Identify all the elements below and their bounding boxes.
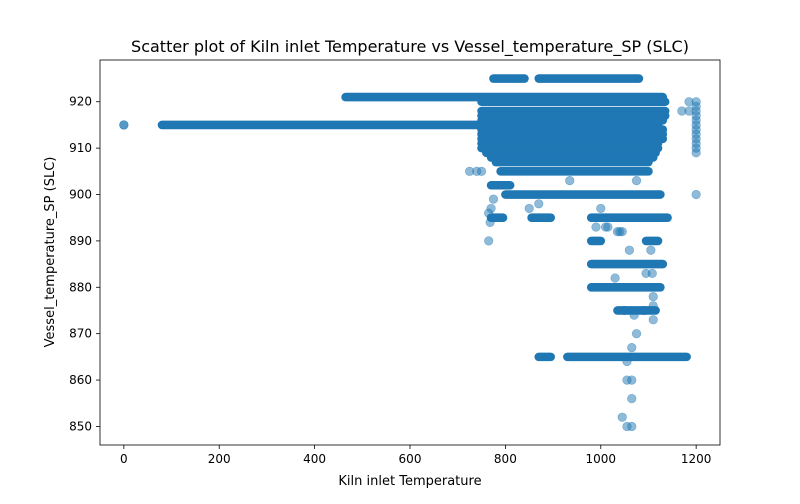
y-tick-label: 870 <box>69 327 92 341</box>
data-point <box>622 356 632 367</box>
data-point <box>596 203 606 214</box>
data-point <box>684 106 694 116</box>
data-point <box>646 245 656 255</box>
chart-title: Scatter plot of Kiln inlet Temperature v… <box>131 37 689 57</box>
y-axis-label: Vessel_temperature_SP (SLC) <box>43 157 58 348</box>
x-tick-label: 400 <box>303 452 326 466</box>
data-point <box>486 203 496 214</box>
x-tick-label: 1000 <box>585 452 616 466</box>
data-point <box>631 176 642 186</box>
x-tick-label: 0 <box>120 452 128 466</box>
data-point <box>691 148 701 158</box>
data-point <box>691 189 701 200</box>
data-point <box>524 203 534 214</box>
data-point <box>476 166 487 176</box>
data-point <box>603 222 613 232</box>
data-point <box>617 412 627 422</box>
y-tick-label: 890 <box>69 234 92 248</box>
y-tick-label: 920 <box>69 95 92 109</box>
data-point <box>484 236 494 246</box>
data-point <box>648 301 658 311</box>
x-tick-label: 800 <box>494 452 517 466</box>
y-axis: 850 860 870 880 890 900 910 920 <box>69 95 100 433</box>
y-tick-label: 860 <box>69 373 92 387</box>
data-point <box>629 310 639 320</box>
data-point <box>591 222 601 232</box>
data-point <box>534 199 544 209</box>
data-point <box>119 120 129 130</box>
data-point <box>627 375 637 385</box>
data-point <box>647 268 657 278</box>
y-tick-label: 880 <box>69 280 92 294</box>
data-point <box>488 194 499 204</box>
x-tick-label: 600 <box>399 452 422 466</box>
data-point <box>617 227 627 237</box>
data-point <box>631 329 642 339</box>
data-point <box>565 176 575 186</box>
data-points-layer <box>119 74 701 432</box>
x-tick-label: 200 <box>208 452 231 466</box>
y-tick-label: 850 <box>69 419 92 433</box>
data-point <box>485 217 495 227</box>
data-point <box>610 273 620 283</box>
data-point <box>627 394 637 404</box>
data-point <box>620 305 630 316</box>
data-point <box>648 291 658 302</box>
data-point <box>624 245 634 255</box>
y-tick-label: 900 <box>69 188 92 202</box>
data-point <box>627 342 637 353</box>
data-point <box>684 97 694 107</box>
x-tick-label: 1200 <box>681 452 712 466</box>
y-tick-label: 910 <box>69 141 92 155</box>
data-point <box>627 421 637 432</box>
x-axis-label: Kiln inlet Temperature <box>338 474 481 489</box>
x-axis: 0 200 400 600 800 1000 1200 <box>120 445 711 466</box>
data-point <box>639 305 649 316</box>
data-point <box>648 315 658 325</box>
